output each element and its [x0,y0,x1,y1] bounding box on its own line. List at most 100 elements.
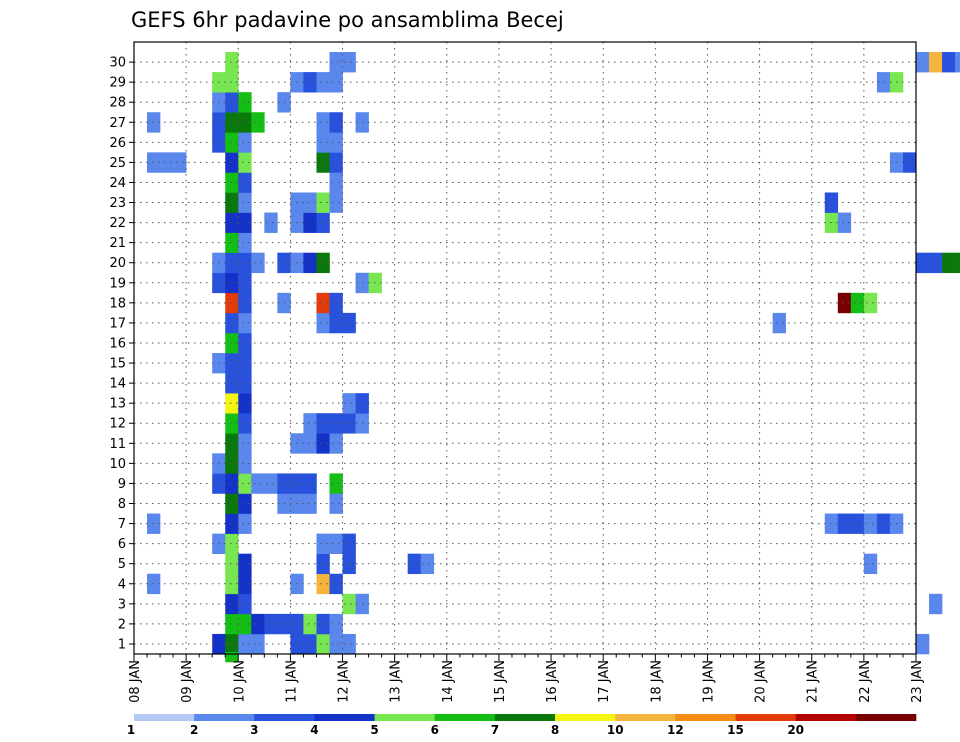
precip-cell [420,553,435,575]
legend-label: 8 [551,723,559,737]
precip-cell [225,232,239,253]
y-tick-label: 5 [118,557,126,572]
legend-swatch [735,714,796,721]
precip-cell [837,212,852,233]
precip-cell [942,252,956,274]
precip-cell [225,292,239,314]
y-tick-label: 12 [109,417,126,432]
precip-cell [916,52,930,73]
precip-cell [225,393,239,414]
y-tick-label: 6 [118,537,126,552]
precip-cell [225,92,239,113]
precip-cell [238,112,252,133]
precip-cell [225,152,239,173]
y-tick-label: 18 [109,296,126,311]
precip-cell [863,553,878,575]
precip-cell [955,52,960,73]
legend-swatch [374,714,436,721]
precip-cell [876,513,891,534]
y-tick-label: 2 [118,617,126,632]
precip-cell [916,252,930,274]
legend-label: 6 [431,723,439,737]
precip-cell [225,312,239,334]
precip-cell [329,573,343,595]
precip-cell [303,192,317,213]
grid-lines [134,42,916,654]
precip-cell [238,332,252,354]
precip-cell [316,553,330,575]
precip-cell [225,272,239,294]
y-tick-label: 3 [118,597,126,612]
precip-cell [225,192,239,213]
precip-cell [238,272,252,294]
precip-cell [225,533,239,554]
legend-label: 2 [190,723,198,737]
precip-cell [316,312,330,334]
y-tick-label: 22 [109,216,126,231]
precip-cell [251,252,265,274]
precip-cell [329,312,343,334]
precip-cell [303,633,317,655]
precip-cell [316,613,330,635]
precip-cell [238,92,252,113]
precip-cell [225,172,239,193]
precip-cell [772,312,786,334]
legend-label: 10 [607,723,624,737]
precip-cell [407,553,422,575]
precip-cell [225,453,239,474]
y-tick-label: 20 [109,256,126,271]
x-axis-ticks: 08 JAN 09 JAN 10 JAN 11 JAN 12 JAN 13 JAN 14 J… [128,654,925,703]
x-tick-label: 14 JAN [441,660,456,703]
x-tick-label: 13 JAN [389,660,404,703]
legend-swatch [314,714,375,721]
precip-cell [225,613,239,635]
legend-swatch [855,714,917,721]
precip-cell [264,212,278,233]
precip-cell [316,533,330,554]
precip-cell [929,52,943,73]
precip-cell [329,613,343,635]
y-tick-label: 21 [109,236,126,251]
x-tick-label: 23 JAN [910,660,925,703]
precip-cell [225,593,239,615]
precip-cell [238,312,252,334]
precip-cell [173,152,187,173]
x-tick-label: 08 JAN [128,660,143,703]
precip-cell [147,573,161,595]
precip-cell [955,252,960,274]
x-tick-label: 17 JAN [597,660,612,703]
precip-cell [225,573,239,595]
precip-cell [225,553,239,575]
precip-cell [329,473,343,494]
y-tick-label: 25 [109,156,126,171]
precip-cell [238,453,252,474]
precip-cell [251,112,265,133]
precip-cell [902,152,917,173]
y-axis-ticks: 1234567891011121314151617181920212223242… [109,56,134,652]
precip-cell [238,132,252,153]
x-tick-label: 12 JAN [337,660,352,703]
precip-cell [303,252,317,274]
precip-cell [225,473,239,494]
legend-label: 20 [787,723,804,737]
y-tick-label: 15 [109,357,126,372]
precip-cell [316,413,330,434]
legend-label: 12 [667,723,684,737]
legend-swatch [555,714,616,721]
precip-cell [238,393,252,414]
legend-swatch [194,714,255,721]
y-tick-label: 11 [109,437,126,452]
precip-cell [251,613,265,635]
precip-cell [225,493,239,514]
y-tick-label: 29 [109,76,126,91]
precip-cell [303,72,317,93]
precip-cell [264,473,278,494]
legend-swatch [134,714,195,721]
precip-cell [316,633,330,655]
x-tick-label: 18 JAN [649,660,664,703]
precip-cell [316,132,330,153]
precip-cell [238,353,252,374]
precip-cell [225,112,239,133]
precip-cell [850,513,865,534]
